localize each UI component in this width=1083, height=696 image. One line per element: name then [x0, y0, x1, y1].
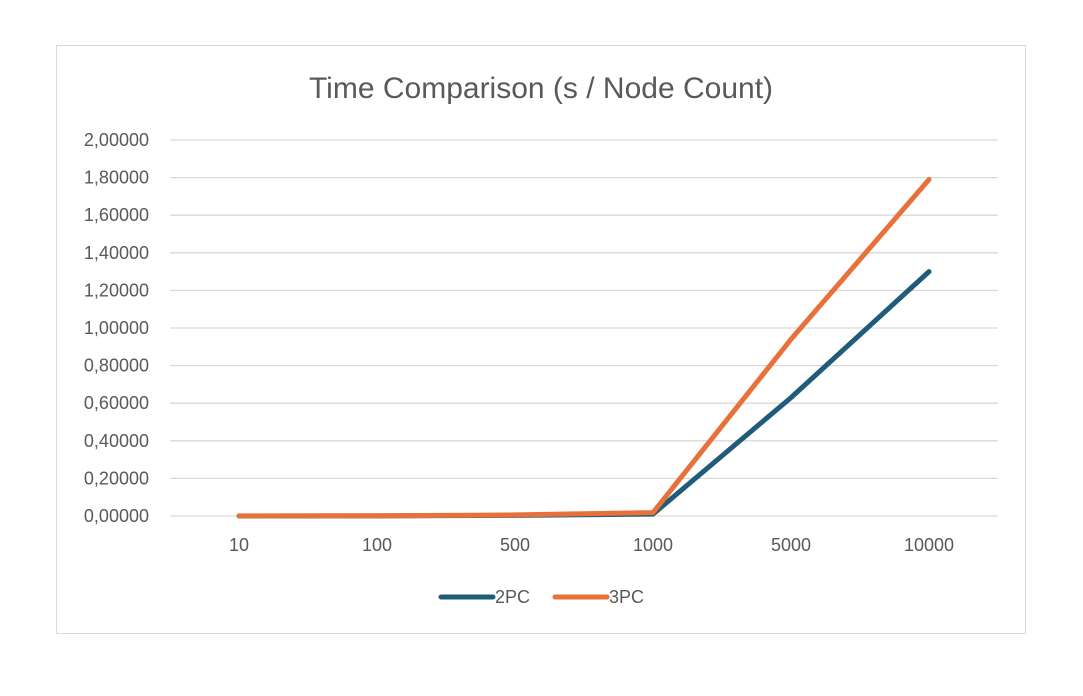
y-tick-label: 1,20000 — [84, 280, 149, 300]
x-tick-label: 100 — [362, 535, 392, 555]
y-tick-label: 0,80000 — [84, 356, 149, 376]
y-tick-label: 0,00000 — [84, 506, 149, 526]
x-tick-label: 5000 — [771, 535, 811, 555]
y-tick-label: 0,60000 — [84, 393, 149, 413]
gridlines — [170, 139, 998, 517]
x-tick-label: 10000 — [904, 535, 954, 555]
series-lines — [236, 177, 932, 519]
legend-item-3pc: 3PC — [552, 587, 644, 607]
x-tick-label: 1000 — [633, 535, 673, 555]
chart-frame — [56, 45, 1026, 634]
legend: 2PC 3PC — [438, 587, 644, 607]
y-tick-label: 1,80000 — [84, 168, 149, 188]
x-tick-label: 10 — [229, 535, 249, 555]
legend-item-2pc: 2PC — [438, 587, 530, 607]
x-tick-label: 500 — [500, 535, 530, 555]
y-tick-label: 0,20000 — [84, 468, 149, 488]
y-tick-label: 1,00000 — [84, 318, 149, 338]
y-tick-label: 0,40000 — [84, 431, 149, 451]
series-line-2pc — [236, 269, 932, 519]
x-axis-tick-labels: 10 100 500 1000 5000 10000 — [229, 535, 954, 555]
chart-title: Time Comparison (s / Node Count) — [309, 72, 773, 105]
y-axis-tick-labels: 0,00000 0,20000 0,40000 0,60000 0,80000 1,000… — [84, 130, 149, 526]
legend-label: 2PC — [495, 587, 530, 607]
y-tick-label: 1,60000 — [84, 205, 149, 225]
legend-label: 3PC — [609, 587, 644, 607]
y-tick-label: 1,40000 — [84, 243, 149, 263]
series-line-3pc — [236, 177, 932, 519]
y-tick-label: 2,00000 — [84, 130, 149, 150]
